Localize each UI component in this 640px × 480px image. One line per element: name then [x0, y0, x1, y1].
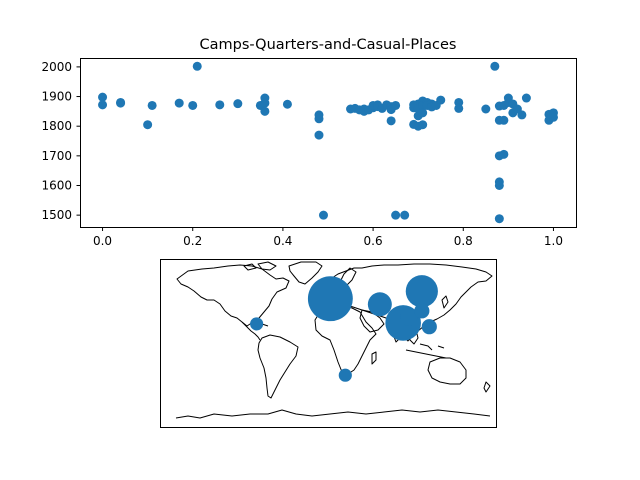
scatter-point: [521, 93, 531, 103]
scatter-point: [188, 100, 198, 110]
map-bubble: [405, 275, 438, 308]
scatter-point: [260, 98, 270, 108]
scatter-point: [436, 95, 446, 105]
y-tick-label: 2000: [41, 60, 72, 74]
coastline-north-america: [176, 264, 290, 327]
scatter-point: [318, 210, 328, 220]
coastline-arctic-islands: [243, 261, 277, 271]
map-bubble: [400, 308, 418, 326]
map-bubble: [250, 317, 264, 331]
y-tick-label: 1600: [41, 178, 72, 192]
scatter-axes: 0.0 0.2 0.4 0.6 0.8 1.0 1500 1600 1700 1800 1900 20…: [41, 58, 577, 248]
scatter-point: [517, 110, 527, 120]
scatter-point: [143, 120, 153, 130]
scatter-point: [499, 115, 509, 125]
coastline-australia: [427, 357, 467, 385]
y-tick-label: 1700: [41, 149, 72, 163]
map-bubble: [307, 276, 353, 322]
x-tick-label: 0.0: [93, 234, 112, 248]
scatter-point: [490, 61, 500, 71]
scatter-point: [494, 180, 504, 190]
coastline-indonesia: [405, 343, 447, 359]
scatter-point: [174, 98, 184, 108]
y-tick-label: 1500: [41, 208, 72, 222]
scatter-point: [391, 210, 401, 220]
map-bubble: [367, 292, 392, 317]
scatter-point: [314, 110, 324, 120]
scatter-point: [548, 112, 558, 122]
scatter-point: [233, 99, 243, 109]
scatter-point: [314, 130, 324, 140]
plot-frame: [80, 58, 577, 228]
scatter-point: [98, 92, 108, 102]
scatter-point: [147, 100, 157, 110]
coastline-africa: [314, 304, 377, 375]
scatter-point: [98, 100, 108, 110]
scatter-point: [418, 120, 428, 130]
scatter-chart: Camps-Quarters-and-Casual-Places 0.0 0.2 0…: [41, 37, 577, 248]
scatter-point: [481, 104, 491, 114]
map-bubble: [414, 303, 430, 319]
map-bubble: [421, 319, 437, 335]
map-bubble: [338, 368, 352, 382]
scatter-point: [499, 149, 509, 159]
map-bubbles: [250, 275, 438, 382]
scatter-point: [386, 116, 396, 126]
scatter-point: [192, 61, 202, 71]
x-tick-label: 1.0: [544, 234, 563, 248]
x-tick-label: 0.2: [183, 234, 202, 248]
coastline-japan: [441, 295, 449, 309]
map-frame: [160, 259, 497, 428]
scatter-point: [454, 103, 464, 113]
coastline-eurasia: [319, 263, 493, 342]
scatter-point: [282, 99, 292, 109]
scatter-point: [418, 108, 428, 118]
x-tick-label: 0.4: [273, 234, 292, 248]
chart-title: Camps-Quarters-and-Casual-Places: [200, 37, 457, 53]
scatter-point: [391, 100, 401, 110]
y-tick-label: 1800: [41, 119, 72, 133]
coastline-madagascar: [371, 351, 377, 365]
scatter-point: [116, 98, 126, 108]
coastline-antarctica: [175, 409, 491, 419]
scatter-point: [400, 210, 410, 220]
y-tick-label: 1900: [41, 90, 72, 104]
scatter-points: [98, 61, 558, 224]
x-tick-label: 0.8: [454, 234, 473, 248]
coastline-south-america: [257, 334, 299, 399]
coastline-central-america: [241, 321, 261, 341]
scatter-point: [215, 100, 225, 110]
scatter-point: [494, 214, 504, 224]
coastline-new-zealand: [483, 381, 491, 393]
world-map: [160, 259, 497, 428]
x-tick-label: 0.6: [364, 234, 383, 248]
coastline-greenland: [288, 261, 323, 285]
scatter-point: [260, 106, 270, 116]
